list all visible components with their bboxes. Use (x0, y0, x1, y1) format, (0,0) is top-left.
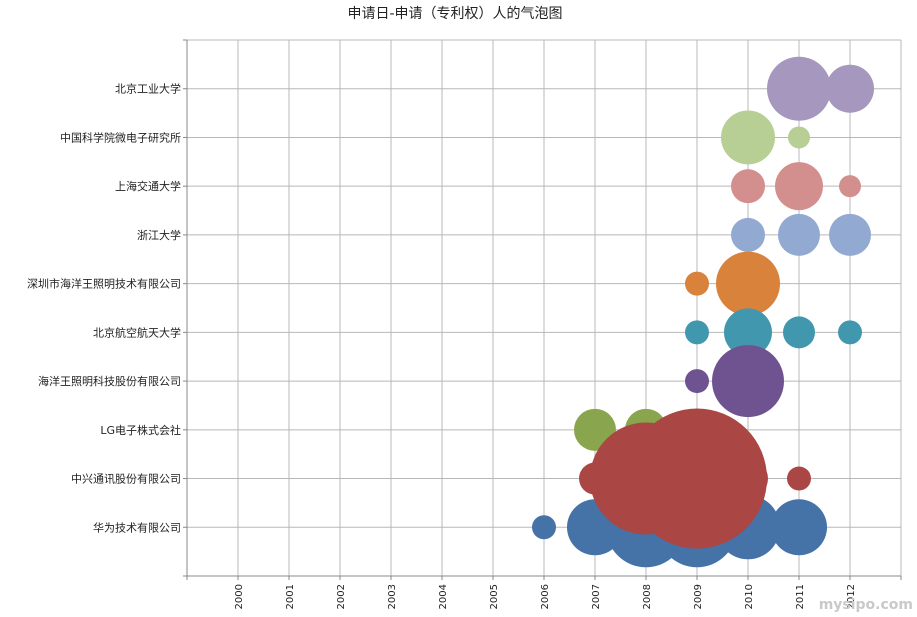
bubble (731, 169, 765, 204)
x-tick-label: 2002 (336, 584, 347, 609)
y-tick-label: 海洋王照明科技股份有限公司 (38, 374, 181, 388)
watermark: mysipo.com (819, 597, 913, 613)
bubble (716, 251, 780, 316)
x-tick-label: 2006 (540, 584, 551, 609)
x-tick-label: 2008 (642, 584, 653, 609)
y-tick-label: 北京航空航天大学 (93, 325, 181, 339)
bubble (731, 217, 765, 252)
bubble (783, 316, 815, 349)
bubble (627, 408, 767, 549)
y-tick-label: 中国科学院微电子研究所 (60, 130, 181, 144)
bubble (724, 308, 772, 357)
bubble (775, 162, 823, 211)
bubble (721, 110, 775, 165)
y-tick-label: LG电子株式会社 (100, 423, 181, 437)
bubble (728, 458, 768, 499)
x-tick-label: 2007 (591, 584, 602, 609)
bubble (778, 213, 820, 256)
x-tick-label: 2005 (489, 584, 500, 609)
x-tick-label: 2012 (846, 584, 857, 609)
bubble (685, 369, 709, 394)
y-tick-label: 浙江大学 (137, 228, 181, 242)
chart-title: 申请日-申请（专利权）人的气泡图 (347, 6, 562, 22)
x-tick-label: 2009 (693, 584, 704, 609)
bubble (771, 499, 827, 556)
y-tick-label: 北京工业大学 (115, 82, 181, 96)
bubble (788, 126, 810, 149)
y-tick-label: 深圳市海洋王照明技术有限公司 (27, 277, 181, 291)
bubble (787, 466, 811, 491)
x-tick-label: 2011 (795, 584, 806, 609)
x-tick-label: 2000 (234, 584, 245, 609)
x-tick-label: 2001 (285, 584, 296, 609)
axes: 北京工业大学中国科学院微电子研究所上海交通大学浙江大学深圳市海洋王照明技术有限公… (27, 39, 902, 609)
bubble (532, 515, 556, 540)
y-tick-label: 中兴通讯股份有限公司 (71, 472, 181, 486)
y-tick-label: 华为技术有限公司 (93, 520, 181, 534)
bubble (685, 320, 709, 345)
bubble (829, 213, 871, 256)
bubble (767, 56, 831, 121)
bubble (712, 345, 784, 418)
bubbles (532, 56, 874, 568)
bubble (839, 175, 861, 198)
x-tick-label: 2003 (387, 584, 398, 609)
y-tick-label: 上海交通大学 (115, 179, 181, 193)
bubble (685, 271, 709, 296)
x-tick-label: 2004 (438, 584, 449, 609)
x-tick-label: 2010 (744, 584, 755, 609)
bubble (826, 64, 874, 113)
bubble (838, 320, 862, 345)
grid (186, 39, 902, 577)
